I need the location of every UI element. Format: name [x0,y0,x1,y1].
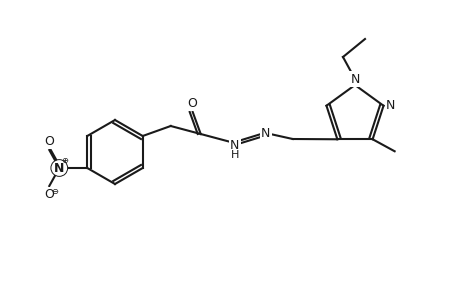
Text: N: N [230,139,239,152]
Text: N: N [385,99,394,112]
Text: O: O [44,188,54,202]
Text: N: N [54,161,64,175]
Text: O: O [186,97,196,110]
Text: N: N [350,73,359,85]
Text: O: O [44,134,54,148]
Text: H: H [230,150,238,160]
Text: ⊖: ⊖ [50,188,58,196]
Text: ⊕: ⊕ [61,155,67,164]
Text: N: N [260,127,270,140]
